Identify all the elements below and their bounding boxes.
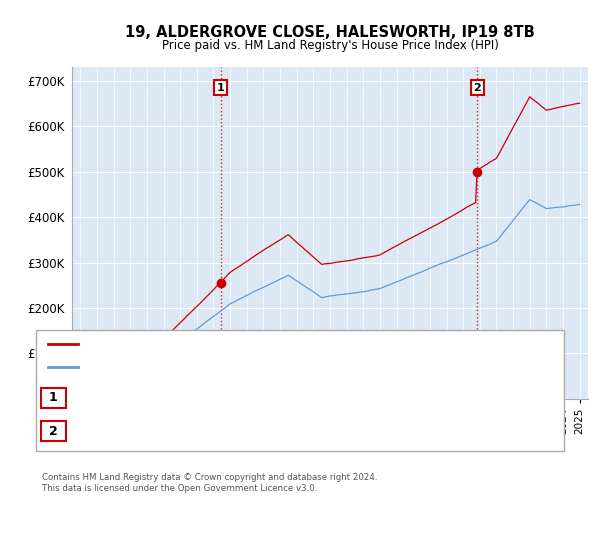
Text: 38% ↑ HPI: 38% ↑ HPI (360, 391, 424, 404)
Text: 1: 1 (217, 83, 224, 92)
Text: HPI: Average price, detached house, East Suffolk: HPI: Average price, detached house, East… (81, 362, 348, 372)
Text: 07-NOV-2018: 07-NOV-2018 (81, 424, 160, 438)
Text: 2: 2 (473, 83, 481, 92)
Text: 19, ALDERGROVE CLOSE, HALESWORTH, IP19 8TB: 19, ALDERGROVE CLOSE, HALESWORTH, IP19 8… (125, 25, 535, 40)
Text: 19, ALDERGROVE CLOSE, HALESWORTH, IP19 8TB (detached house): 19, ALDERGROVE CLOSE, HALESWORTH, IP19 8… (81, 339, 455, 349)
Text: Price paid vs. HM Land Registry's House Price Index (HPI): Price paid vs. HM Land Registry's House … (161, 39, 499, 52)
Text: 2: 2 (49, 424, 58, 438)
Text: £500,000: £500,000 (228, 424, 285, 438)
Text: 1: 1 (49, 391, 58, 404)
Text: 40% ↑ HPI: 40% ↑ HPI (360, 424, 424, 438)
Text: £255,000: £255,000 (228, 391, 285, 404)
Text: Contains HM Land Registry data © Crown copyright and database right 2024.
This d: Contains HM Land Registry data © Crown c… (42, 473, 377, 493)
Text: 09-JUN-2003: 09-JUN-2003 (81, 391, 160, 404)
